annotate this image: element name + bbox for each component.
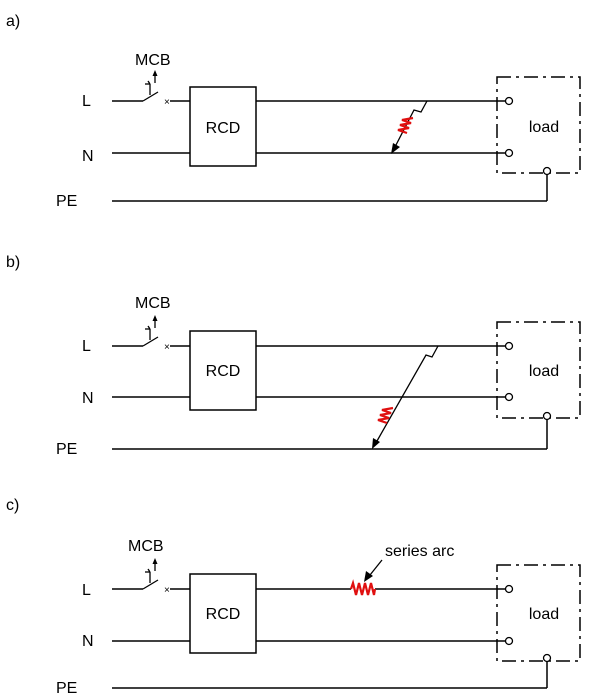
rcd-label: RCD [206,606,241,623]
line-label-l: L [82,93,91,110]
load-terminal-pe [542,166,552,176]
mcb-label: MCB [135,295,171,312]
panel-label: a) [6,13,20,30]
arc-fault-line-neutral [391,100,428,154]
arc-resistor-symbol [377,406,394,425]
line-label-n: N [82,148,94,165]
panel-a: a) MCB × L N PE RCD load [6,13,581,210]
panel-c: c) MCB × L N PE RCD load [6,497,581,695]
load-terminal-n [504,636,514,646]
load-terminal-l [504,584,514,594]
rcd-box [189,330,257,411]
load-label: load [529,363,559,380]
line-label-pe: PE [56,441,77,458]
line-label-pe: PE [56,680,77,695]
load-label: load [529,119,559,136]
rcd-box [189,86,257,167]
mcb-switch-symbol: × [112,70,190,108]
load-terminal-l [504,341,514,351]
arc-resistor-symbol [397,116,414,135]
load-box [496,564,581,662]
mcb-switch-symbol: × [112,558,190,596]
load-label: load [529,606,559,623]
series-arc: series arc [349,543,454,596]
mcb-switch-symbol: × [112,315,190,353]
line-label-n: N [82,390,94,407]
line-label-l: L [82,338,91,355]
line-label-l: L [82,582,91,599]
mcb-cross: × [164,342,170,353]
load-terminal-l [504,96,514,106]
panel-label: b) [6,254,20,271]
arc-fault-line-earth [372,345,439,449]
mcb-cross: × [164,585,170,596]
rcd-box [189,573,257,654]
load-terminal-pe [542,411,552,421]
line-label-pe: PE [56,193,77,210]
rcd-label: RCD [206,363,241,380]
mcb-label: MCB [128,538,164,555]
panel-label: c) [6,497,19,514]
load-terminal-n [504,148,514,158]
mcb-label: MCB [135,52,171,69]
load-terminal-pe [542,653,552,663]
panel-b: b) MCB × L N PE RCD load [6,254,581,458]
load-box [496,321,581,419]
rcd-label: RCD [206,120,241,137]
load-box [496,76,581,174]
load-terminal-n [504,392,514,402]
line-label-n: N [82,633,94,650]
series-arc-label: series arc [385,543,454,560]
mcb-cross: × [164,97,170,108]
arc-resistor-symbol [349,579,377,596]
